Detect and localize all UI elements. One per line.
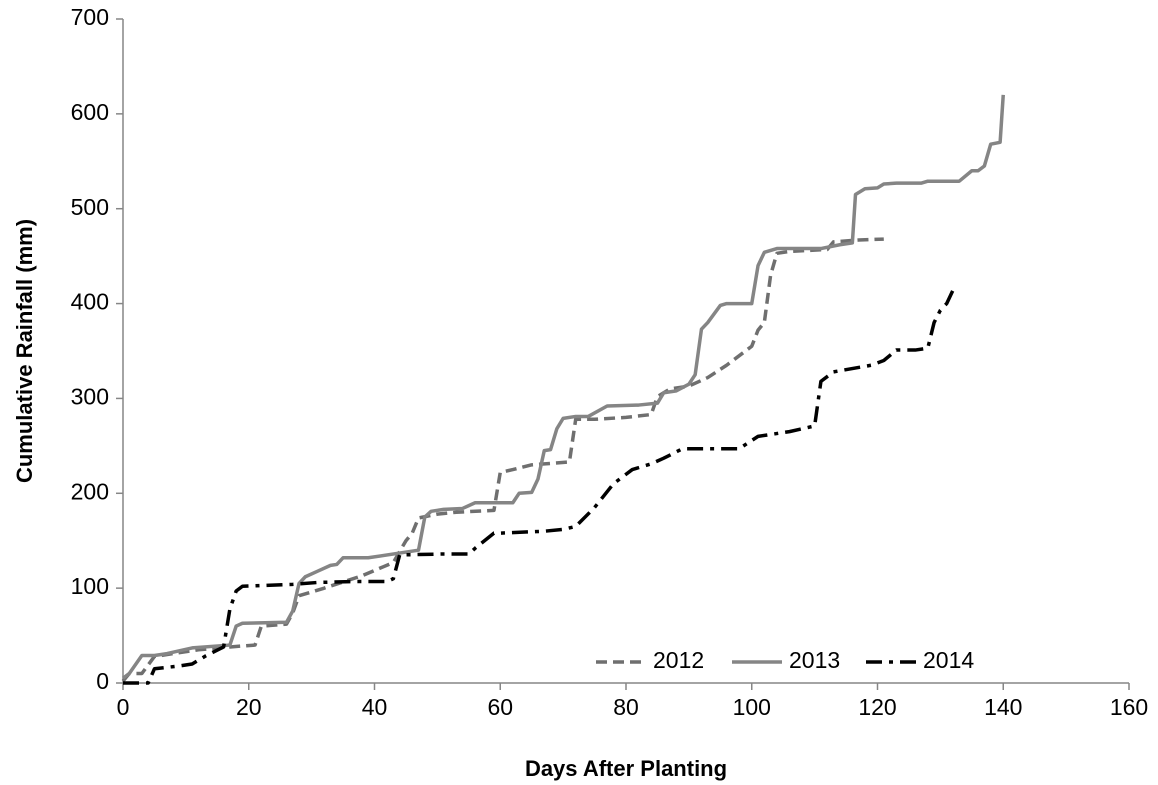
x-tick-label: 40	[362, 694, 388, 720]
x-axis-title: Days After Planting	[525, 756, 727, 781]
series-line	[123, 289, 955, 685]
x-tick-label: 80	[613, 694, 639, 720]
legend-label: 2012	[653, 647, 704, 673]
y-tick-label: 600	[71, 99, 109, 125]
y-tick-label: 100	[71, 573, 109, 599]
legend-label: 2013	[789, 647, 840, 673]
y-tick-label: 300	[71, 384, 109, 410]
y-tick-label: 700	[71, 4, 109, 30]
x-tick-label: 20	[236, 694, 262, 720]
legend-label: 2014	[923, 647, 974, 673]
x-tick-label: 140	[984, 694, 1022, 720]
y-tick-label: 0	[96, 668, 109, 694]
series-line	[121, 237, 884, 683]
y-tick-label: 500	[71, 194, 109, 220]
x-tick-label: 120	[858, 694, 896, 720]
x-tick-label: 100	[733, 694, 771, 720]
y-tick-label: 400	[71, 289, 109, 315]
y-axis-title: Cumulative Rainfall (mm)	[12, 219, 37, 483]
series-line	[121, 94, 1005, 680]
y-tick-label: 200	[71, 478, 109, 504]
x-tick-label: 0	[117, 694, 130, 720]
x-tick-label: 60	[487, 694, 513, 720]
x-tick-label: 160	[1110, 694, 1148, 720]
